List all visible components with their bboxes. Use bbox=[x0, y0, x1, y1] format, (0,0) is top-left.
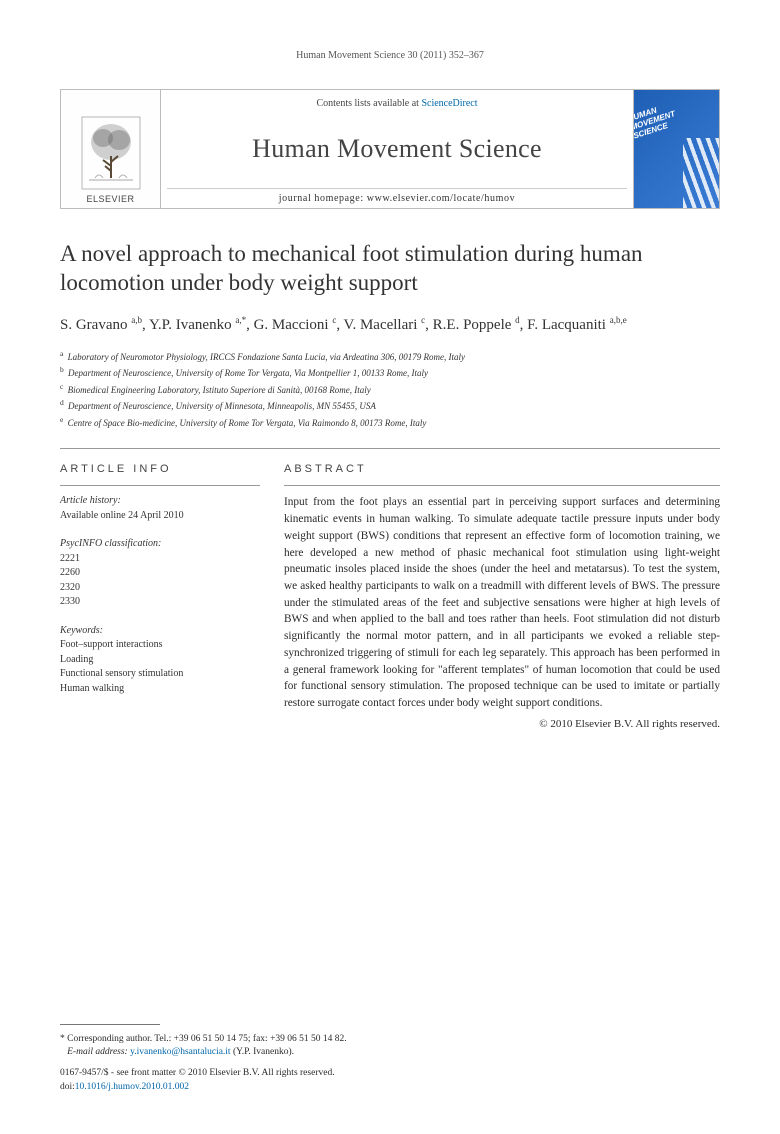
keyword-item: Human walking bbox=[60, 682, 260, 697]
publisher-name: ELSEVIER bbox=[86, 194, 134, 204]
corresponding-author-footnote: * Corresponding author. Tel.: +39 06 51 … bbox=[60, 1033, 720, 1060]
author-list: S. Gravano a,b, Y.P. Ivanenko a,*, G. Ma… bbox=[60, 314, 720, 336]
elsevier-tree-icon bbox=[81, 116, 141, 190]
abstract-copyright: © 2010 Elsevier B.V. All rights reserved… bbox=[284, 718, 720, 730]
keywords-block: Keywords: Foot–support interactionsLoadi… bbox=[60, 624, 260, 697]
psycinfo-block: PsycINFO classification: 222122602320233… bbox=[60, 537, 260, 610]
affiliation-list: a Laboratory of Neuromotor Physiology, I… bbox=[60, 348, 720, 431]
email-label: E-mail address: bbox=[67, 1047, 128, 1057]
keyword-item: Foot–support interactions bbox=[60, 638, 260, 653]
history-label: Article history: bbox=[60, 494, 260, 509]
article-title: A novel approach to mechanical foot stim… bbox=[60, 239, 720, 298]
article-info-column: ARTICLE INFO Article history: Available … bbox=[60, 449, 260, 729]
psycinfo-code: 2221 bbox=[60, 552, 260, 567]
article-info-heading: ARTICLE INFO bbox=[60, 463, 260, 475]
contents-available-line: Contents lists available at ScienceDirec… bbox=[316, 98, 477, 109]
homepage-url: www.elsevier.com/locate/humov bbox=[367, 193, 515, 204]
doi-label: doi: bbox=[60, 1082, 75, 1092]
affiliation-item: d Department of Neuroscience, University… bbox=[60, 397, 720, 414]
affiliation-item: b Department of Neuroscience, University… bbox=[60, 364, 720, 381]
psycinfo-code: 2330 bbox=[60, 595, 260, 610]
footnote-marker: * bbox=[60, 1034, 65, 1044]
publication-info: 0167-9457/$ - see front matter © 2010 El… bbox=[60, 1067, 720, 1094]
abstract-text: Input from the foot plays an essential p… bbox=[284, 494, 720, 711]
abstract-heading: ABSTRACT bbox=[284, 463, 720, 475]
keyword-item: Loading bbox=[60, 653, 260, 668]
affiliation-item: e Centre of Space Bio-medicine, Universi… bbox=[60, 414, 720, 431]
sciencedirect-link[interactable]: ScienceDirect bbox=[421, 98, 477, 109]
journal-name: Human Movement Science bbox=[252, 134, 542, 164]
journal-masthead: ELSEVIER Contents lists available at Sci… bbox=[60, 89, 720, 209]
publisher-block: ELSEVIER bbox=[61, 90, 161, 208]
journal-homepage-line: journal homepage: www.elsevier.com/locat… bbox=[167, 188, 627, 204]
psycinfo-codes: 2221226023202330 bbox=[60, 552, 260, 610]
article-history-block: Article history: Available online 24 Apr… bbox=[60, 494, 260, 523]
abstract-rule bbox=[284, 485, 720, 486]
footnote-rule bbox=[60, 1024, 160, 1025]
info-abstract-columns: ARTICLE INFO Article history: Available … bbox=[60, 449, 720, 729]
history-online-date: Available online 24 April 2010 bbox=[60, 509, 260, 524]
abstract-column: ABSTRACT Input from the foot plays an es… bbox=[284, 449, 720, 729]
affiliation-item: a Laboratory of Neuromotor Physiology, I… bbox=[60, 348, 720, 365]
keywords-label: Keywords: bbox=[60, 624, 260, 639]
psycinfo-code: 2320 bbox=[60, 581, 260, 596]
cover-decoration bbox=[683, 138, 719, 208]
homepage-label: journal homepage: bbox=[279, 193, 367, 204]
issn-copyright-line: 0167-9457/$ - see front matter © 2010 El… bbox=[60, 1067, 720, 1080]
footnote-text: Corresponding author. Tel.: +39 06 51 50… bbox=[67, 1034, 347, 1044]
psycinfo-label: PsycINFO classification: bbox=[60, 537, 260, 552]
keyword-item: Functional sensory stimulation bbox=[60, 667, 260, 682]
email-attribution: (Y.P. Ivanenko). bbox=[233, 1047, 294, 1057]
info-rule bbox=[60, 485, 260, 486]
psycinfo-code: 2260 bbox=[60, 566, 260, 581]
cover-title-text: HUMAN MOVEMENT SCIENCE bbox=[633, 102, 679, 141]
keywords-list: Foot–support interactionsLoadingFunction… bbox=[60, 638, 260, 696]
journal-cover-thumbnail: HUMAN MOVEMENT SCIENCE bbox=[633, 90, 719, 208]
contents-prefix: Contents lists available at bbox=[316, 98, 421, 109]
corresponding-email-link[interactable]: y.ivanenko@hsantalucia.it bbox=[130, 1047, 230, 1057]
running-head: Human Movement Science 30 (2011) 352–367 bbox=[60, 50, 720, 61]
page-footer: * Corresponding author. Tel.: +39 06 51 … bbox=[60, 1024, 720, 1094]
doi-link[interactable]: 10.1016/j.humov.2010.01.002 bbox=[75, 1082, 189, 1092]
doi-line: doi:10.1016/j.humov.2010.01.002 bbox=[60, 1081, 720, 1094]
affiliation-item: c Biomedical Engineering Laboratory, Ist… bbox=[60, 381, 720, 398]
masthead-center: Contents lists available at ScienceDirec… bbox=[161, 90, 633, 208]
